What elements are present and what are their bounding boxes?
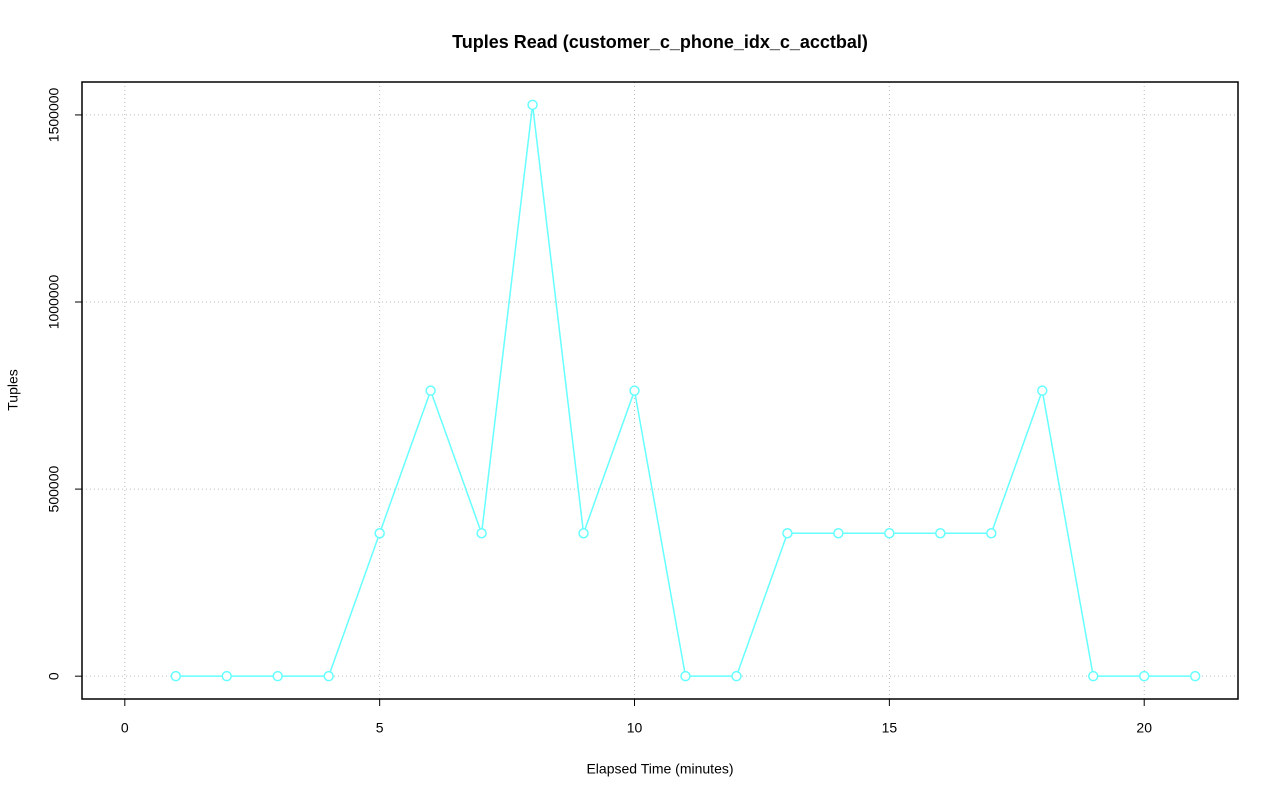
x-tick-label: 10: [627, 720, 643, 736]
point: [680, 670, 691, 682]
x-tick-label: 5: [376, 720, 384, 736]
x-axis-label: Elapsed Time (minutes): [586, 761, 733, 777]
point: [884, 527, 895, 539]
x-tick-label: 20: [1136, 720, 1152, 736]
point: [476, 527, 487, 539]
point: [374, 527, 385, 539]
point: [425, 385, 436, 396]
y-tick-label: 500000: [46, 466, 62, 513]
y-tick-label: 1500000: [46, 87, 62, 142]
y-axis-label: Tuples: [5, 369, 21, 411]
x-tick-label: 15: [882, 720, 898, 736]
point: [1037, 385, 1048, 396]
point: [986, 527, 997, 539]
point: [833, 527, 844, 539]
point: [527, 99, 538, 111]
point: [221, 670, 233, 682]
plot-frame: [81, 81, 1239, 700]
point: [629, 385, 640, 396]
point: [578, 527, 589, 539]
point: [272, 670, 283, 682]
point: [1087, 670, 1099, 682]
point: [782, 527, 793, 539]
point: [935, 527, 946, 539]
point: [1189, 670, 1201, 682]
point: [323, 670, 334, 682]
x-tick-label: 0: [121, 720, 129, 736]
point: [1138, 670, 1150, 682]
chart-title: Tuples Read (customer_c_phone_idx_c_acct…: [452, 32, 868, 52]
y-tick-label: 0: [46, 672, 62, 680]
point: [170, 670, 182, 682]
y-tick-label: 1000000: [46, 275, 62, 330]
point: [731, 670, 742, 682]
